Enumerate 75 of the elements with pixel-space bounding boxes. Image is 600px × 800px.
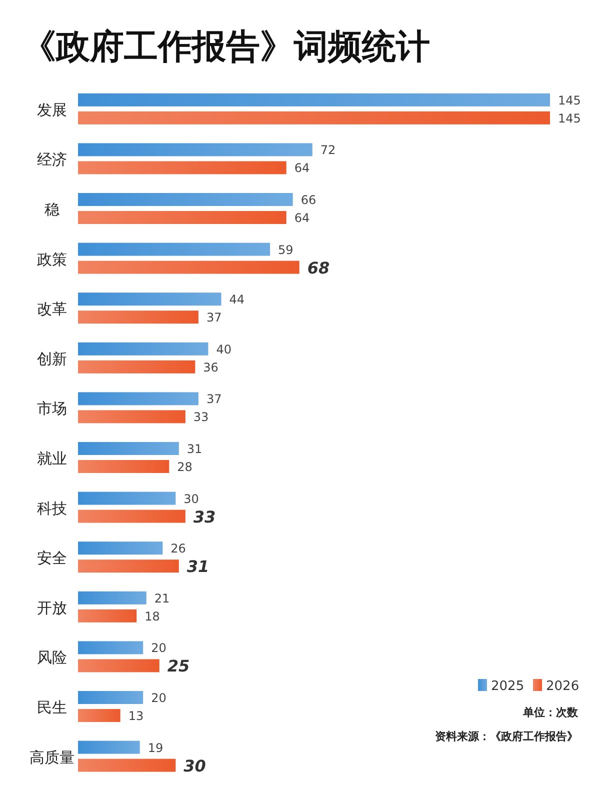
y-tick-label: 政策 (37, 250, 67, 268)
data-label: 36 (203, 360, 218, 374)
bar (78, 709, 120, 722)
bar (78, 292, 222, 306)
legend-label: 2025 (491, 679, 524, 694)
data-label: 37 (206, 392, 222, 406)
data-label: 37 (206, 310, 222, 325)
data-label: 30 (184, 492, 199, 506)
data-label: 21 (154, 591, 170, 606)
y-tick-label: 市场 (37, 400, 67, 418)
data-label: 66 (300, 193, 316, 207)
data-label: 40 (216, 342, 232, 356)
bar (78, 442, 179, 455)
bar (78, 360, 196, 374)
bar (78, 310, 198, 324)
data-label: 18 (144, 609, 160, 624)
data-label: 20 (151, 691, 166, 705)
data-label: 31 (186, 442, 202, 456)
data-label: 59 (278, 242, 294, 257)
bar (78, 211, 286, 224)
data-label: 68 (307, 258, 330, 278)
bar (78, 609, 137, 622)
bar (78, 143, 312, 156)
bar (78, 392, 198, 406)
y-tick-label: 改革 (37, 300, 67, 318)
data-label: 64 (294, 211, 310, 225)
bar (78, 510, 186, 523)
data-label: 30 (184, 756, 206, 776)
data-label: 20 (151, 641, 166, 656)
bar (78, 342, 208, 356)
data-label: 13 (128, 709, 144, 723)
y-tick-label: 风险 (37, 648, 67, 667)
y-tick-label: 发展 (37, 100, 67, 119)
data-label: 31 (186, 557, 210, 576)
y-tick-label: 就业 (37, 450, 67, 468)
data-label: 25 (167, 656, 190, 676)
bar (78, 260, 300, 274)
bar (78, 93, 550, 106)
data-label: 26 (170, 542, 186, 556)
data-label: 145 (558, 111, 581, 126)
bar (78, 659, 160, 672)
annotation: 资料来源：《政府工作报告》 (435, 730, 578, 743)
bar (78, 542, 163, 555)
data-label: 28 (177, 460, 192, 474)
bar (78, 591, 146, 604)
y-tick-label: 经济 (37, 150, 67, 169)
legend-label: 2026 (546, 679, 580, 694)
y-tick-label: 创新 (37, 350, 67, 368)
annotation: 单位：次数 (522, 706, 579, 719)
bar (78, 111, 550, 124)
bar (78, 740, 140, 754)
bar (78, 410, 186, 424)
y-tick-label: 开放 (37, 598, 67, 617)
y-tick-label: 民生 (37, 698, 67, 716)
bar (78, 758, 176, 772)
bar (78, 193, 293, 206)
y-tick-label: 安全 (37, 549, 67, 568)
bar (78, 161, 286, 174)
bar (78, 641, 144, 654)
data-label: 44 (229, 292, 245, 307)
chart-title: 《政府工作报告》词频统计 (22, 27, 430, 67)
data-label: 33 (193, 410, 209, 424)
bar (78, 560, 179, 573)
y-tick-label: 科技 (37, 499, 67, 518)
data-label: 72 (320, 143, 336, 158)
bar (78, 492, 176, 505)
bar (78, 691, 144, 704)
bar (78, 460, 170, 473)
y-tick-label: 稳 (44, 200, 60, 218)
data-label: 19 (148, 740, 164, 755)
y-tick-label: 高质量 (30, 748, 74, 766)
data-label: 64 (294, 161, 310, 176)
data-label: 33 (193, 507, 216, 526)
bar (78, 242, 270, 256)
data-label: 145 (558, 93, 581, 108)
